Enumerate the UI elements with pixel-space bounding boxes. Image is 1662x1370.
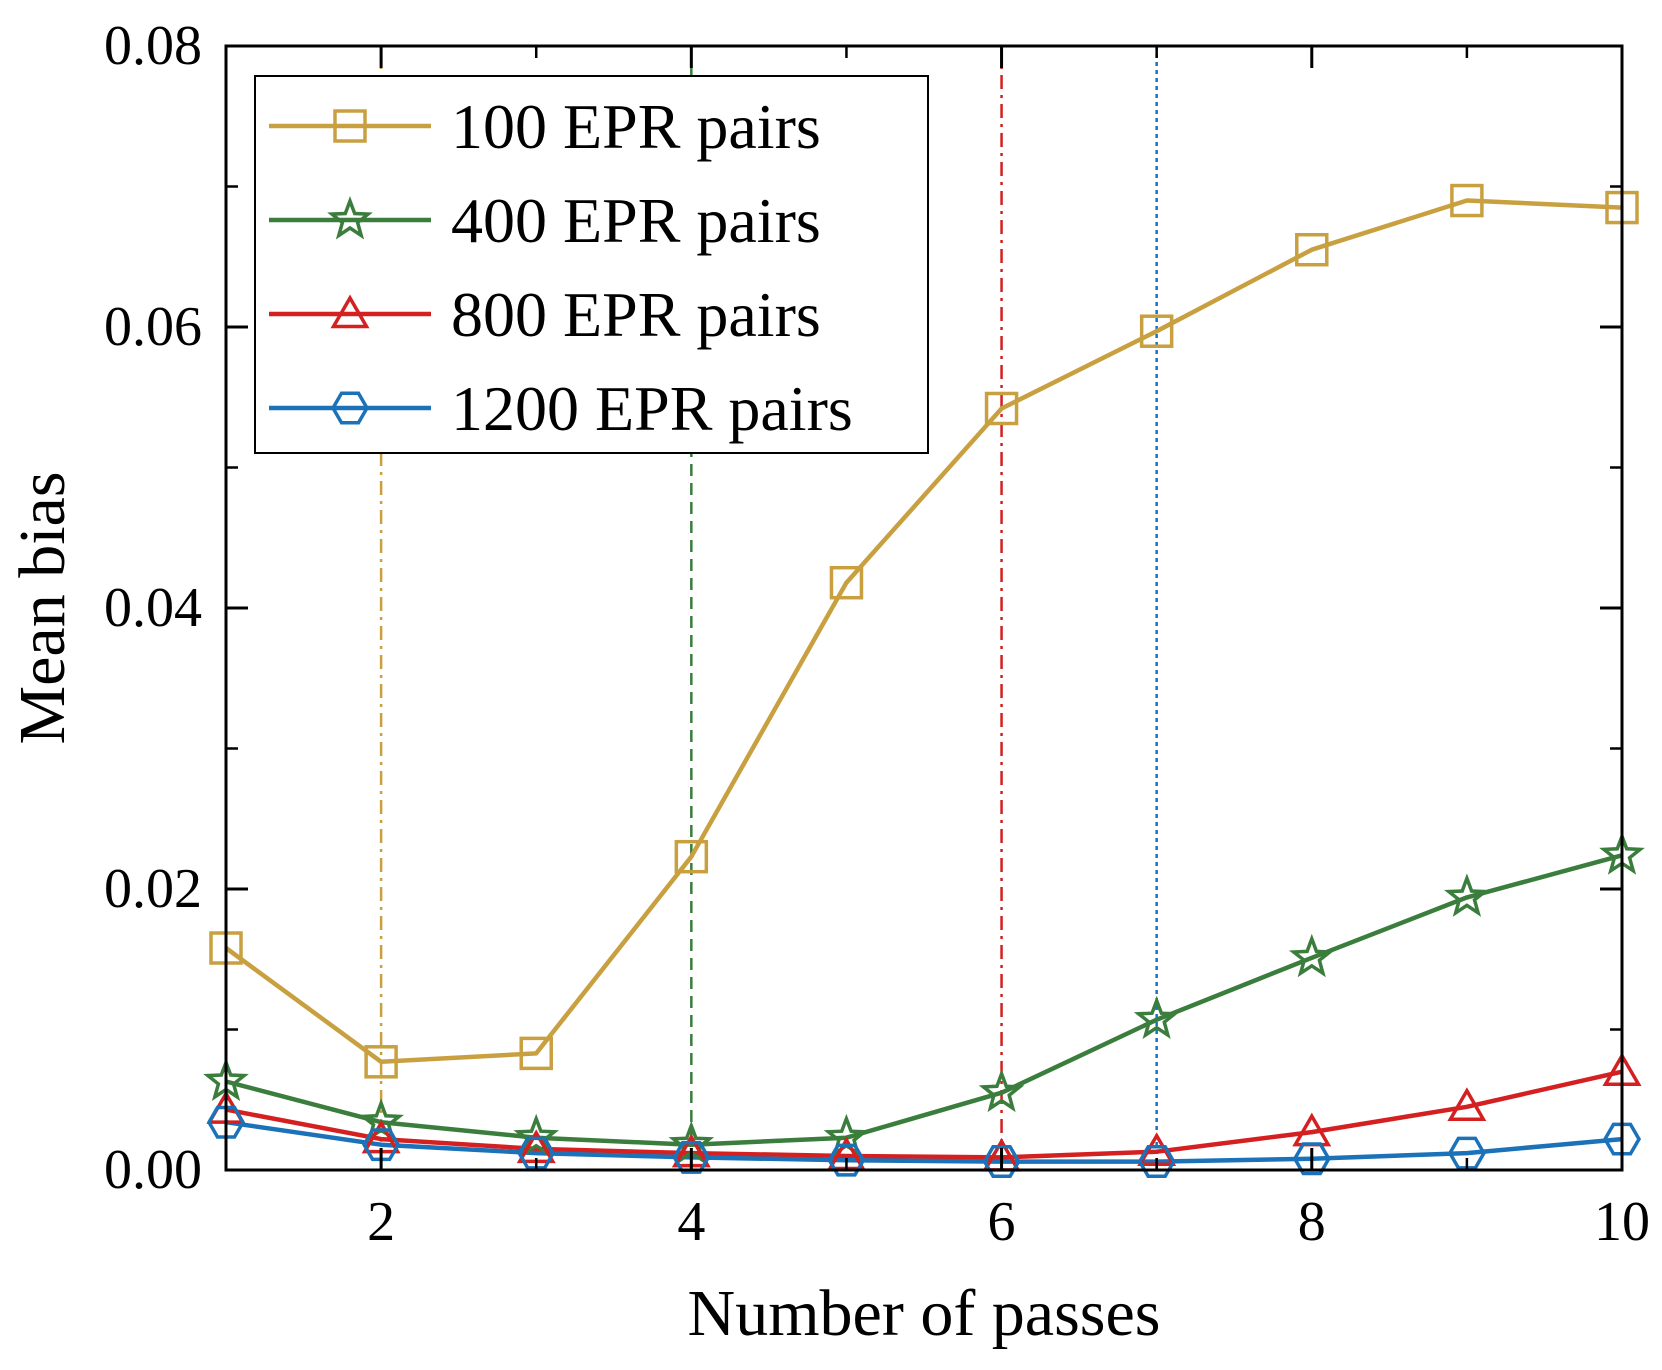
data-point-hexagon <box>362 1128 401 1162</box>
data-point-hexagon <box>1292 1142 1331 1176</box>
legend-item-1: 100 EPR pairs <box>269 91 821 162</box>
data-point-star <box>1133 995 1180 1040</box>
data-point-square <box>674 839 709 874</box>
legend: 100 EPR pairs 400 EPR pairs 800 EPR pairs 1… <box>254 75 929 454</box>
y-tick-label: 0.06 <box>104 296 202 358</box>
series-lines <box>224 198 1623 1164</box>
series-line-1 <box>224 198 1623 1065</box>
data-point-triangle <box>1447 1087 1487 1122</box>
data-point-hexagon <box>827 1143 866 1177</box>
data-point-star <box>978 1068 1025 1113</box>
legend-label: 800 EPR pairs <box>451 279 821 350</box>
data-point-hexagon <box>1602 1122 1642 1156</box>
series-line-2 <box>225 853 1623 1147</box>
legend-label: 100 EPR pairs <box>451 91 821 162</box>
data-point-hexagon <box>982 1145 1021 1179</box>
axis-ticks <box>224 44 1624 1172</box>
data-point-hexagon <box>1137 1145 1176 1179</box>
x-tick-label: 10 <box>1594 1191 1650 1253</box>
legend-marker-hexagon <box>330 391 370 425</box>
legend-marker-triangle <box>330 294 370 329</box>
y-tick-label: 0.02 <box>104 858 202 920</box>
data-point-square <box>1450 183 1484 218</box>
data-point-hexagon <box>1447 1136 1486 1170</box>
legend-label: 400 EPR pairs <box>451 185 821 256</box>
x-tick-label: 2 <box>367 1191 395 1253</box>
legend-label: 1200 EPR pairs <box>451 373 853 444</box>
legend-item-4: 1200 EPR pairs <box>269 373 853 444</box>
data-point-star <box>513 1113 560 1158</box>
data-point-square <box>1139 314 1174 348</box>
x-tick-label: 4 <box>677 1191 705 1253</box>
legend-item-3: 800 EPR pairs <box>269 279 821 350</box>
series-line-4 <box>225 1119 1623 1164</box>
data-point-hexagon <box>517 1136 556 1170</box>
legend-marker-square <box>333 109 367 143</box>
x-axis-title: Number of passes <box>688 1277 1161 1350</box>
data-point-square <box>364 1045 398 1079</box>
y-tick-label: 0.08 <box>104 15 202 77</box>
x-tick-label: 8 <box>1298 1191 1326 1253</box>
tick-labels: 2 4 6 8 10 0.00 0.02 0.04 0.06 0.08 <box>104 15 1650 1253</box>
data-point-star <box>1444 873 1490 917</box>
legend-box <box>254 75 929 454</box>
series-line-3 <box>225 1069 1623 1160</box>
legend-marker-star <box>327 196 373 240</box>
data-point-star <box>1288 933 1335 978</box>
data-point-hexagon <box>206 1105 246 1139</box>
data-point-square <box>984 391 1019 426</box>
y-axis-title: Mean bias <box>6 471 79 744</box>
x-tick-label: 6 <box>988 1191 1016 1253</box>
y-tick-label: 0.00 <box>104 1139 202 1201</box>
data-point-square <box>1295 232 1329 267</box>
legend-item-2: 400 EPR pairs <box>269 185 821 256</box>
data-point-square <box>519 1036 553 1071</box>
data-point-square <box>829 565 864 600</box>
data-point-hexagon <box>672 1140 711 1174</box>
y-tick-label: 0.04 <box>104 577 202 639</box>
